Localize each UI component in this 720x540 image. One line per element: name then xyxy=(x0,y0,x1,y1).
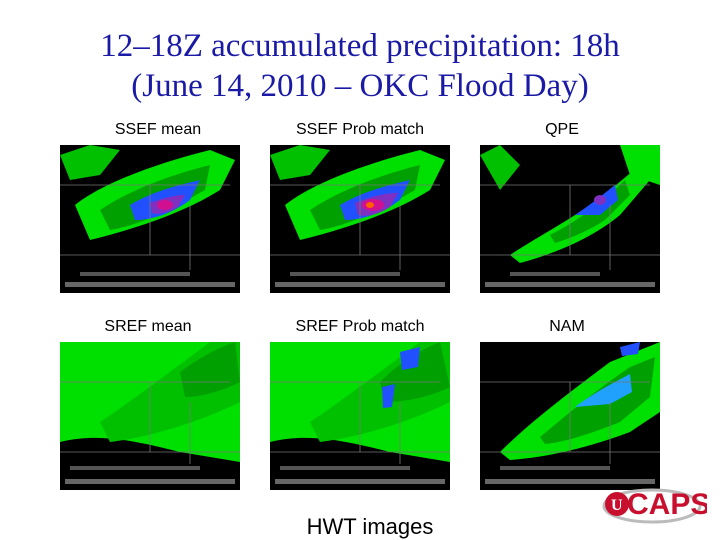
panel-label-ssef-prob-match: SSEF Prob match xyxy=(295,121,425,138)
map-qpe xyxy=(480,145,660,293)
logo-text: CAPS xyxy=(627,488,707,521)
svg-text:U: U xyxy=(611,497,623,514)
slide-title-line1: 12–18Z accumulated precipitation: 18h xyxy=(100,28,620,64)
ou-seal-icon xyxy=(605,492,629,516)
slide-title-line2: (June 14, 2010 – OKC Flood Day) xyxy=(131,68,589,104)
panel-label-ssef-mean: SSEF mean xyxy=(114,121,202,138)
map-nam xyxy=(480,342,660,490)
slide-title: 12–18Z accumulated precipitation: 18h (J… xyxy=(0,26,720,106)
map-ssef-prob-match xyxy=(270,145,450,293)
panel-label-qpe: QPE xyxy=(545,121,579,138)
map-ssef-mean xyxy=(60,145,240,293)
panel-label-sref-prob-match: SREF Prob match xyxy=(295,318,425,335)
panel-label-sref-mean: SREF mean xyxy=(104,318,192,335)
map-sref-mean xyxy=(60,342,240,490)
map-sref-prob-match xyxy=(270,342,450,490)
slide-caption: HWT images xyxy=(306,514,434,539)
caps-logo: U CAPS xyxy=(597,478,710,528)
panel-label-nam: NAM xyxy=(549,318,585,335)
